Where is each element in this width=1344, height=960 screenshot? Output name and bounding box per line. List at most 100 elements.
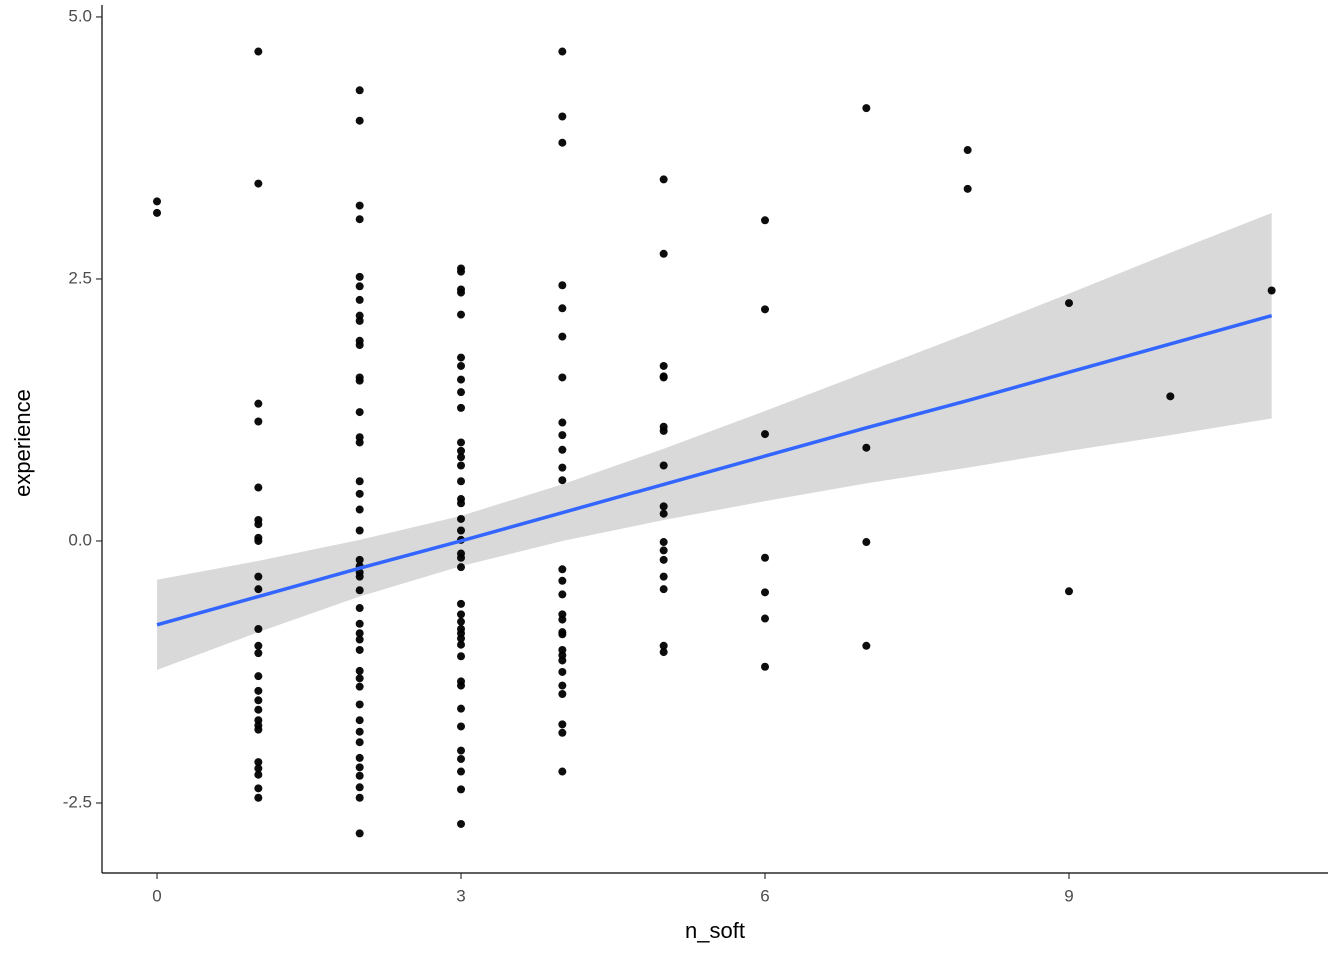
- data-point: [355, 738, 364, 747]
- data-point: [355, 282, 364, 291]
- data-point: [761, 553, 770, 562]
- data-point: [457, 785, 466, 794]
- data-point: [558, 112, 567, 121]
- data-point: [355, 753, 364, 762]
- data-point: [355, 340, 364, 349]
- regression-line: [156, 313, 1273, 627]
- data-point: [1267, 286, 1276, 295]
- data-point: [862, 641, 871, 650]
- data-point: [457, 599, 466, 608]
- data-point: [761, 430, 770, 439]
- data-point: [355, 586, 364, 595]
- data-point: [761, 216, 770, 225]
- data-point: [355, 86, 364, 95]
- data-point: [457, 767, 466, 776]
- data-point: [457, 754, 466, 763]
- data-point: [355, 408, 364, 417]
- data-point: [355, 629, 364, 638]
- data-point: [659, 546, 668, 555]
- data-point: [659, 461, 668, 470]
- data-point: [457, 563, 466, 572]
- data-point: [1064, 299, 1073, 308]
- data-point: [457, 652, 466, 661]
- data-point: [254, 784, 263, 793]
- data-point: [457, 681, 466, 690]
- data-point: [862, 443, 871, 452]
- x-axis-title: n_soft: [685, 918, 745, 943]
- data-point: [457, 526, 466, 535]
- data-point: [254, 47, 263, 56]
- data-point: [457, 361, 466, 370]
- y-axis-title: experience: [10, 389, 35, 497]
- data-point: [761, 588, 770, 597]
- data-point: [457, 375, 466, 384]
- data-point: [355, 700, 364, 709]
- data-point: [153, 208, 162, 217]
- data-point: [558, 728, 567, 737]
- data-point: [355, 716, 364, 725]
- data-point: [558, 418, 567, 427]
- data-point: [457, 446, 466, 455]
- data-point: [558, 689, 567, 698]
- data-point: [355, 555, 364, 564]
- data-point: [558, 767, 567, 776]
- data-point: [457, 477, 466, 486]
- data-point: [1166, 392, 1175, 401]
- data-point: [659, 572, 668, 581]
- data-point: [659, 426, 668, 435]
- data-point: [457, 514, 466, 523]
- data-point: [457, 704, 466, 713]
- data-point: [457, 438, 466, 447]
- data-point: [355, 438, 364, 447]
- data-point: [457, 388, 466, 397]
- data-point: [355, 793, 364, 802]
- data-point: [254, 399, 263, 408]
- data-point: [355, 666, 364, 675]
- data-point: [558, 590, 567, 599]
- data-point: [254, 572, 263, 581]
- data-point: [355, 682, 364, 691]
- data-point: [659, 175, 668, 184]
- data-point: [457, 746, 466, 755]
- data-point: [254, 793, 263, 802]
- data-point: [457, 553, 466, 562]
- data-point: [457, 453, 466, 462]
- data-point: [659, 249, 668, 258]
- data-point: [254, 417, 263, 426]
- data-point: [355, 376, 364, 385]
- data-point: [355, 572, 364, 581]
- data-point: [355, 201, 364, 210]
- data-point: [457, 310, 466, 319]
- data-point: [659, 538, 668, 547]
- data-point: [457, 267, 466, 276]
- x-tick-label: 6: [760, 886, 769, 905]
- data-point: [457, 353, 466, 362]
- data-point: [355, 771, 364, 780]
- data-point: [153, 197, 162, 206]
- data-point: [254, 705, 263, 714]
- data-point: [659, 502, 668, 511]
- data-point: [659, 641, 668, 650]
- data-point: [558, 576, 567, 585]
- x-tick-label: 3: [456, 886, 465, 905]
- data-point: [457, 288, 466, 297]
- data-point: [355, 116, 364, 125]
- y-tick-label: -2.5: [63, 792, 92, 811]
- data-point: [761, 662, 770, 671]
- data-point: [355, 783, 364, 792]
- data-point: [659, 373, 668, 382]
- data-point: [254, 641, 263, 650]
- data-point: [558, 304, 567, 313]
- data-point: [558, 373, 567, 382]
- data-point: [254, 770, 263, 779]
- y-tick-label: 2.5: [68, 268, 92, 287]
- data-point: [862, 104, 871, 113]
- data-point: [457, 461, 466, 470]
- data-point: [558, 656, 567, 665]
- data-point: [659, 648, 668, 657]
- data-point: [355, 635, 364, 644]
- data-point: [659, 555, 668, 564]
- data-point: [558, 47, 567, 56]
